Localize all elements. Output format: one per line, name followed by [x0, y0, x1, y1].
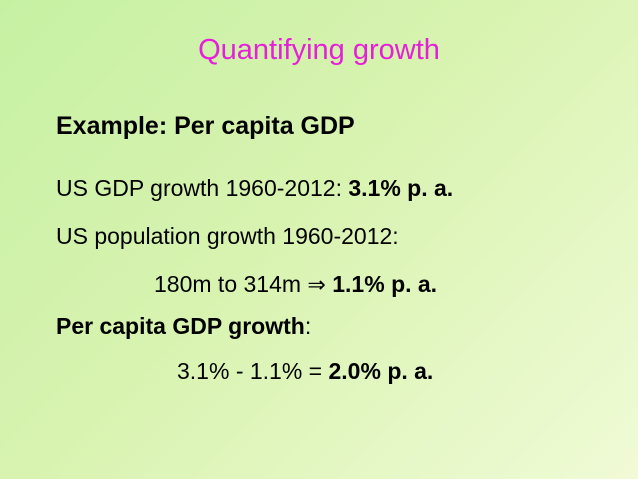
- per-capita-colon: :: [304, 313, 312, 339]
- per-capita-calculation-line: 3.1% - 1.1% = 2.0% p. a.: [177, 355, 433, 387]
- population-change-text: 180m to 314m: [154, 271, 308, 297]
- gdp-growth-label: US GDP growth 1960-2012:: [56, 175, 349, 201]
- population-growth-value: 1.1% p. a.: [332, 271, 438, 297]
- gdp-growth-line: US GDP growth 1960-2012: 3.1% p. a.: [56, 172, 453, 204]
- slide-title: Quantifying growth: [198, 34, 440, 66]
- population-growth-line: US population growth 1960-2012:: [56, 220, 399, 252]
- implies-arrow-icon: ⇒: [307, 273, 326, 298]
- per-capita-calculation: 3.1% - 1.1% =: [177, 358, 329, 384]
- per-capita-growth-label: Per capita GDP growth: [56, 313, 305, 339]
- example-heading: Example: Per capita GDP: [56, 112, 355, 140]
- per-capita-heading-line: Per capita GDP growth:: [56, 310, 311, 342]
- population-change-line: 180m to 314m ⇒ 1.1% p. a.: [154, 268, 437, 302]
- per-capita-growth-value: 2.0% p. a.: [328, 358, 434, 384]
- population-growth-label: US population growth 1960-2012:: [56, 223, 399, 249]
- gdp-growth-value: 3.1% p. a.: [348, 175, 454, 201]
